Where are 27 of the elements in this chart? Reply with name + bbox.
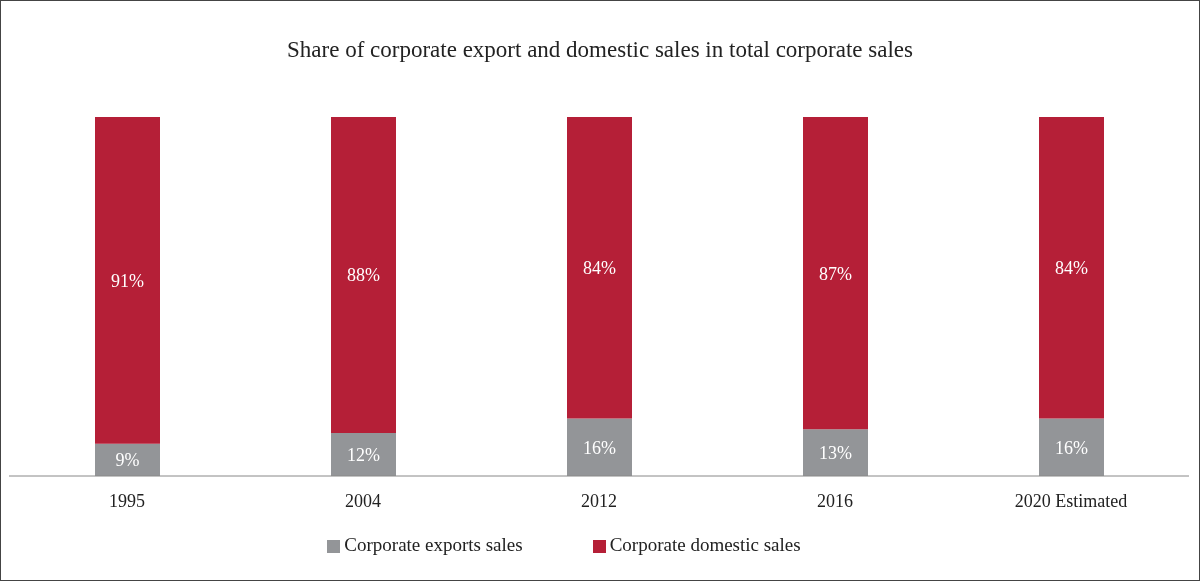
data-label: 84% (1055, 258, 1088, 279)
data-label: 16% (1055, 437, 1088, 458)
bar (567, 418, 632, 476)
bar (1039, 418, 1104, 476)
data-label: 84% (583, 258, 616, 279)
legend-label: Corporate exports sales (344, 534, 523, 555)
x-tick-label: 2020 Estimated (1014, 490, 1128, 511)
legend-label: Corporate domestic sales (609, 534, 801, 555)
data-label: 88% (347, 265, 380, 286)
chart-title: Share of corporate export and domestic sales in total corporate sales (286, 37, 914, 63)
bar (803, 117, 868, 430)
bar (331, 117, 396, 433)
data-label: 16% (583, 437, 616, 458)
data-label: 9% (115, 450, 140, 471)
bar (567, 117, 632, 419)
data-label: 12% (347, 444, 380, 465)
x-tick-label: 1995 (109, 490, 145, 511)
data-label: 91% (111, 270, 144, 291)
bar (331, 432, 396, 476)
bar (95, 117, 160, 444)
bar (1039, 117, 1104, 419)
x-tick-label: 2012 (581, 490, 617, 511)
data-label: 13% (819, 443, 852, 464)
x-tick-label: 2004 (345, 490, 381, 511)
bar (803, 429, 868, 476)
x-tick-label: 2016 (817, 490, 853, 511)
data-label: 87% (819, 263, 852, 284)
